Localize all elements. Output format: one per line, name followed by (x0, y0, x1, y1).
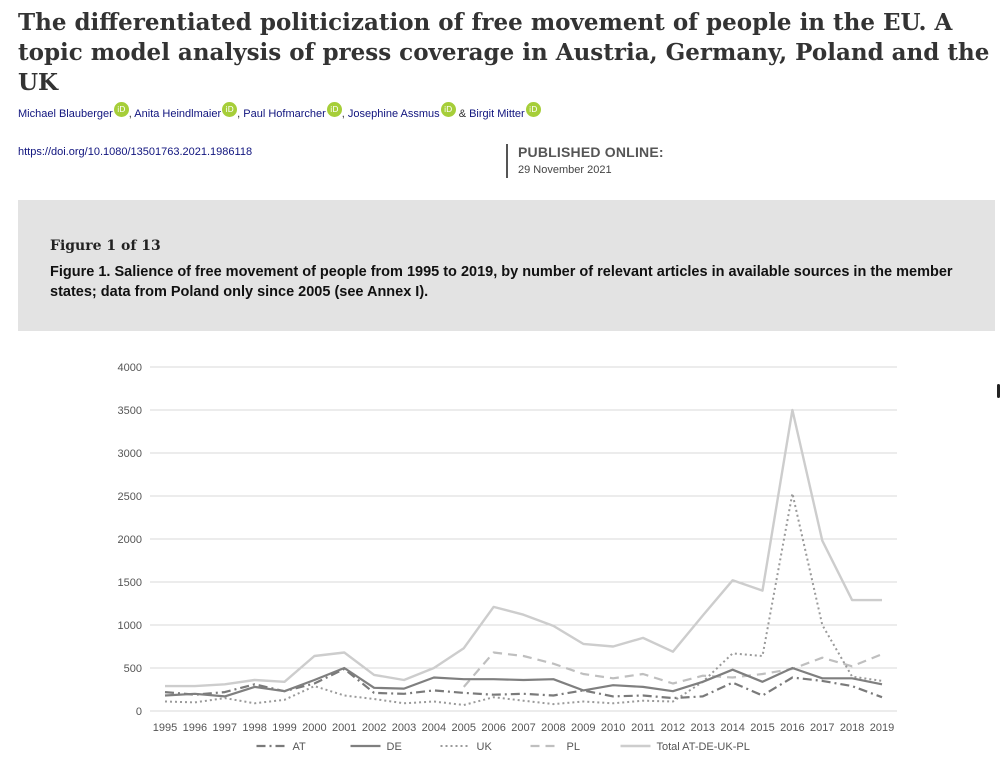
orcid-icon[interactable]: iD (525, 102, 541, 117)
series-line-at (164, 667, 883, 700)
series-line-de (164, 666, 883, 698)
scroll-indicator[interactable] (997, 384, 1000, 398)
author-link[interactable]: Birgit Mitter (469, 108, 525, 120)
x-tick-label: 2001 (332, 722, 356, 734)
author-link[interactable]: Paul Hofmarcher (243, 108, 326, 120)
x-tick-label: 2012 (661, 722, 685, 734)
x-tick-label: 2016 (780, 722, 804, 734)
x-tick-label: 1999 (272, 722, 296, 734)
author-separator: , (128, 108, 135, 120)
x-tick-label: 2002 (362, 722, 386, 734)
published-label: PUBLISHED ONLINE: (518, 144, 664, 160)
figure-caption-panel: Figure 1 of 13 Figure 1. Salience of fre… (18, 200, 995, 331)
author-separator: , (341, 108, 348, 120)
x-tick-label: 2004 (422, 722, 446, 734)
figure-caption: Figure 1. Salience of free movement of p… (50, 264, 953, 300)
legend-label: PL (567, 741, 580, 753)
x-tick-label: 2007 (511, 722, 535, 734)
orcid-icon[interactable]: iD (326, 102, 342, 117)
y-tick-label: 3500 (118, 405, 142, 417)
y-tick-label: 0 (136, 706, 142, 718)
author-link[interactable]: Michael Blauberger (18, 108, 113, 120)
x-tick-label: 2018 (840, 722, 864, 734)
y-tick-label: 500 (124, 663, 142, 675)
figure-counter: Figure 1 of 13 (50, 238, 161, 254)
figure-chart[interactable]: 0 500 1000 1500 2000 2500 3000 3500 4000 1995 1996… (100, 350, 920, 762)
x-tick-label: 2006 (481, 722, 505, 734)
legend-label: DE (387, 741, 402, 753)
y-tick-label: 2500 (118, 491, 142, 503)
x-tick-label: 2011 (631, 722, 655, 734)
author-link[interactable]: Josephine Assmus (347, 108, 440, 120)
y-tick-label: 2000 (118, 534, 142, 546)
legend-label: AT (293, 741, 307, 753)
author-separator: & (455, 108, 470, 120)
article-title: The differentiated politicization of fre… (18, 9, 990, 96)
legend-label: UK (477, 741, 493, 753)
x-tick-label: 2017 (810, 722, 834, 734)
x-tick-label: 1997 (213, 722, 237, 734)
series-line-total (165, 408, 882, 688)
x-tick-label: 2005 (452, 722, 476, 734)
series-line-uk (164, 492, 883, 706)
x-tick-label: 2000 (302, 722, 326, 734)
x-tick-label: 2019 (870, 722, 894, 734)
x-tick-label: 2010 (601, 722, 625, 734)
x-tick-label: 2008 (541, 722, 565, 734)
x-tick-label: 1995 (153, 722, 177, 734)
orcid-icon[interactable]: iD (113, 102, 129, 117)
published-date: 29 November 2021 (518, 164, 612, 176)
author-list: Michael Blauberger iD, Anita Heindlmaier i… (18, 102, 918, 120)
x-tick-label: 1996 (183, 722, 207, 734)
x-tick-label: 1998 (242, 722, 266, 734)
x-tick-label: 2014 (720, 722, 744, 734)
author-separator: , (237, 108, 244, 120)
legend-label: Total AT-DE-UK-PL (657, 741, 750, 753)
y-tick-label: 3000 (118, 448, 142, 460)
published-info: PUBLISHED ONLINE: 29 November 2021 (506, 144, 664, 178)
orcid-icon[interactable]: iD (440, 102, 456, 117)
x-tick-label: 2009 (571, 722, 595, 734)
x-tick-label: 2015 (750, 722, 774, 734)
y-tick-label: 1000 (118, 620, 142, 632)
doi-link[interactable]: https://doi.org/10.1080/13501763.2021.19… (18, 146, 253, 158)
line-chart: 0 500 1000 1500 2000 2500 3000 3500 4000 1995 1996… (118, 362, 897, 753)
y-tick-label: 1500 (118, 577, 142, 589)
y-tick-label: 4000 (118, 362, 142, 374)
author-link[interactable]: Anita Heindlmaier (134, 108, 222, 120)
x-tick-label: 2003 (392, 722, 416, 734)
x-tick-label: 2013 (691, 722, 715, 734)
series-line-pl (462, 651, 883, 688)
orcid-icon[interactable]: iD (222, 102, 238, 117)
